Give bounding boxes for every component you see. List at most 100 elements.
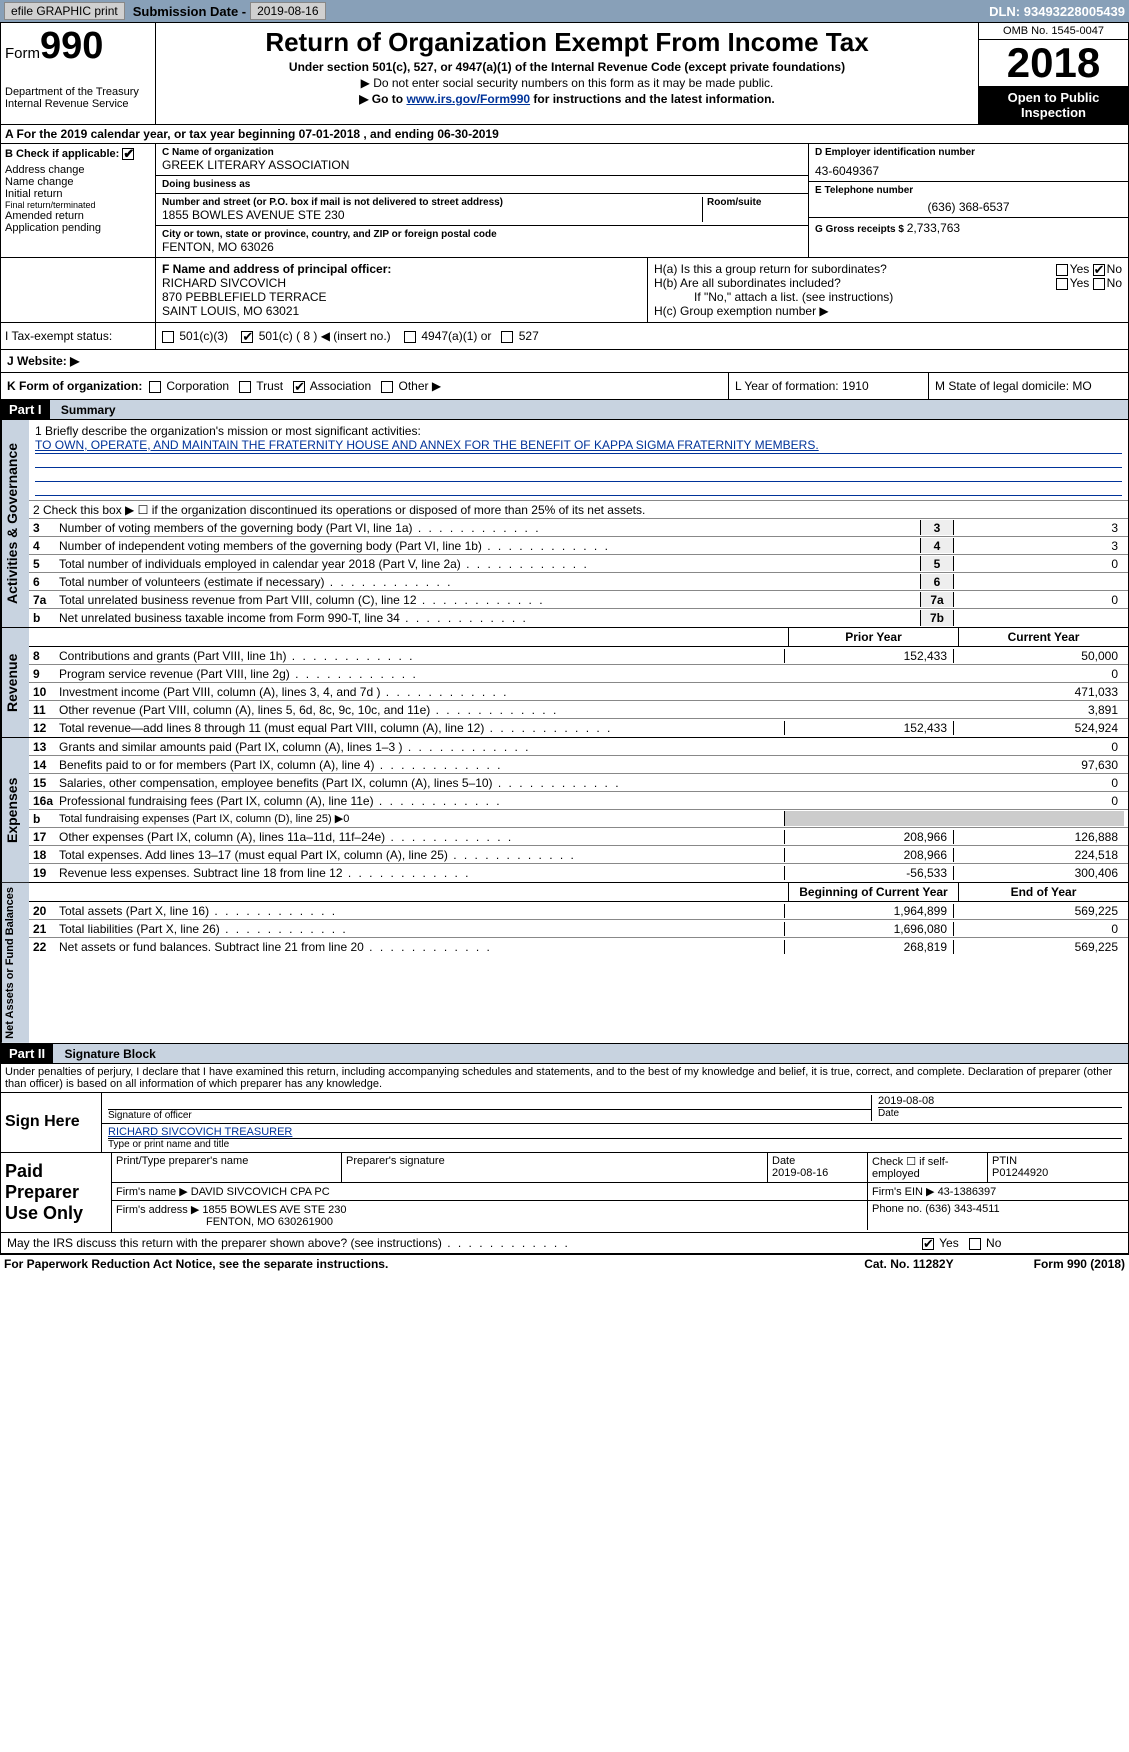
sig-date: 2019-08-08 [878, 1095, 1122, 1107]
org-address: 1855 BOWLES AVENUE STE 230 [162, 208, 702, 222]
chk-527[interactable] [501, 331, 513, 343]
dln: DLN: 93493228005439 [989, 4, 1125, 19]
prep-date-hdr: Date [772, 1155, 863, 1167]
col-c-org: C Name of organization GREEK LITERARY AS… [156, 144, 808, 257]
gov-line: 6Total number of volunteers (estimate if… [29, 573, 1128, 591]
ptin-value: P01244920 [992, 1167, 1124, 1179]
gov-line: 3Number of voting members of the governi… [29, 519, 1128, 537]
chk-address-change: Address change [5, 164, 151, 176]
firm-phone: (636) 343-4511 [925, 1203, 999, 1215]
chk-pending: Application pending [5, 222, 151, 234]
org-city: FENTON, MO 63026 [162, 240, 802, 254]
chk-501c3[interactable] [162, 331, 174, 343]
blue-rule [35, 468, 1122, 482]
discuss-yes[interactable] [922, 1238, 934, 1250]
data-line: 10Investment income (Part VIII, column (… [29, 683, 1128, 701]
chk-initial-return: Initial return [5, 188, 151, 200]
footer-left: For Paperwork Reduction Act Notice, see … [4, 1257, 388, 1271]
rev-header-row: Prior Year Current Year [29, 628, 1128, 647]
na-header-row: Beginning of Current Year End of Year [29, 883, 1128, 902]
data-line: bTotal fundraising expenses (Part IX, co… [29, 810, 1128, 828]
data-line: 18Total expenses. Add lines 13–17 (must … [29, 846, 1128, 864]
data-line: 14Benefits paid to or for members (Part … [29, 756, 1128, 774]
form-note1: ▶ Do not enter social security numbers o… [160, 76, 974, 90]
hb-no[interactable] [1093, 278, 1105, 290]
efile-graphic-btn[interactable]: efile GRAPHIC print [4, 2, 125, 20]
row-k-form-org: K Form of organization: Corporation Trus… [0, 373, 1129, 400]
sig-date-label: Date [878, 1107, 1122, 1119]
sidelabel-netassets: Net Assets or Fund Balances [1, 883, 29, 1043]
chk-other[interactable] [381, 381, 393, 393]
row-j-website: J Website: ▶ [0, 350, 1129, 373]
part2-title: Signature Block [56, 1045, 163, 1063]
hb-yes[interactable] [1056, 278, 1068, 290]
room-label: Room/suite [707, 197, 802, 208]
submission-date-btn[interactable]: 2019-08-16 [250, 2, 325, 20]
chk-assoc[interactable] [293, 381, 305, 393]
officer-addr2: SAINT LOUIS, MO 63021 [162, 304, 641, 318]
sidelabel-governance: Activities & Governance [1, 420, 29, 627]
form-id-box: Form990 Department of the Treasury Inter… [1, 23, 156, 124]
ha-group-return: H(a) Is this a group return for subordin… [654, 262, 1122, 276]
data-line: 9Program service revenue (Part VIII, lin… [29, 665, 1128, 683]
addr-label: Number and street (or P.O. box if mail i… [162, 197, 702, 208]
l-year-formation: L Year of formation: 1910 [728, 373, 928, 399]
e-label: E Telephone number [815, 185, 1122, 196]
chk-corp[interactable] [149, 381, 161, 393]
firm-addr1: 1855 BOWLES AVE STE 230 [202, 1204, 346, 1216]
footer-right: Form 990 (2018) [1034, 1257, 1125, 1271]
prep-sig-hdr: Preparer's signature [342, 1153, 768, 1182]
data-line: 16aProfessional fundraising fees (Part I… [29, 792, 1128, 810]
firm-addr2: FENTON, MO 630261900 [116, 1216, 863, 1228]
data-line: 13Grants and similar amounts paid (Part … [29, 738, 1128, 756]
chk-4947[interactable] [404, 331, 416, 343]
ha-yes[interactable] [1056, 264, 1068, 276]
paid-preparer-block: Paid Preparer Use Only Print/Type prepar… [0, 1153, 1129, 1233]
chk-trust[interactable] [239, 381, 251, 393]
ptin-hdr: PTIN [992, 1155, 1124, 1167]
m-state-domicile: M State of legal domicile: MO [928, 373, 1128, 399]
col-d-ein: D Employer identification number 43-6049… [808, 144, 1128, 257]
form-note2: ▶ Go to www.irs.gov/Form990 for instruct… [160, 92, 974, 106]
data-line: 12Total revenue—add lines 8 through 11 (… [29, 719, 1128, 737]
chk-name-change: Name change [5, 176, 151, 188]
firm-name: DAVID SIVCOVICH CPA PC [191, 1186, 330, 1198]
part1-title: Summary [53, 401, 124, 419]
col-end: End of Year [958, 883, 1128, 901]
ha-no[interactable] [1093, 264, 1105, 276]
firm-phone-label: Phone no. [872, 1203, 922, 1215]
firm-addr-label: Firm's address ▶ [116, 1204, 199, 1216]
q2-row: 2 Check this box ▶ ☐ if the organization… [29, 501, 1128, 519]
form-title: Return of Organization Exempt From Incom… [160, 27, 974, 58]
irs-link[interactable]: www.irs.gov/Form990 [406, 92, 530, 106]
section-expenses: Expenses 13Grants and similar amounts pa… [0, 738, 1129, 883]
submission-label: Submission Date - [133, 4, 246, 19]
form-number: 990 [40, 25, 103, 67]
discuss-no[interactable] [969, 1238, 981, 1250]
officer-group-row: F Name and address of principal officer:… [0, 258, 1129, 323]
chk-501c[interactable] [241, 331, 253, 343]
sig-officer-label: Signature of officer [108, 1109, 871, 1121]
gross-receipts: 2,733,763 [907, 221, 960, 235]
city-label: City or town, state or province, country… [162, 229, 802, 240]
sign-here-label: Sign Here [1, 1093, 101, 1152]
officer-addr1: 870 PEBBLEFIELD TERRACE [162, 290, 641, 304]
prep-date: 2019-08-16 [772, 1167, 863, 1179]
applicable-check[interactable] [122, 148, 134, 160]
signer-name-link[interactable]: RICHARD SIVCOVICH TREASURER [108, 1126, 292, 1138]
section-governance: Activities & Governance 1 Briefly descri… [0, 420, 1129, 628]
part1-label: Part I [1, 400, 50, 419]
gov-line: 7aTotal unrelated business revenue from … [29, 591, 1128, 609]
data-line: 17Other expenses (Part IX, column (A), l… [29, 828, 1128, 846]
gov-line: 5Total number of individuals employed in… [29, 555, 1128, 573]
paid-preparer-label: Paid Preparer Use Only [1, 1153, 111, 1232]
form-title-box: Return of Organization Exempt From Incom… [156, 23, 978, 124]
firm-ein: 43-1386397 [938, 1186, 997, 1198]
org-name: GREEK LITERARY ASSOCIATION [162, 158, 802, 172]
col-b-checkboxes: B Check if applicable: Address change Na… [1, 144, 156, 257]
form-header: Form990 Department of the Treasury Inter… [0, 22, 1129, 125]
dba-label: Doing business as [162, 179, 802, 190]
omb-number: OMB No. 1545-0047 [979, 23, 1128, 40]
mission-text: TO OWN, OPERATE, AND MAINTAIN THE FRATER… [35, 438, 1122, 454]
firm-name-label: Firm's name ▶ [116, 1186, 188, 1198]
